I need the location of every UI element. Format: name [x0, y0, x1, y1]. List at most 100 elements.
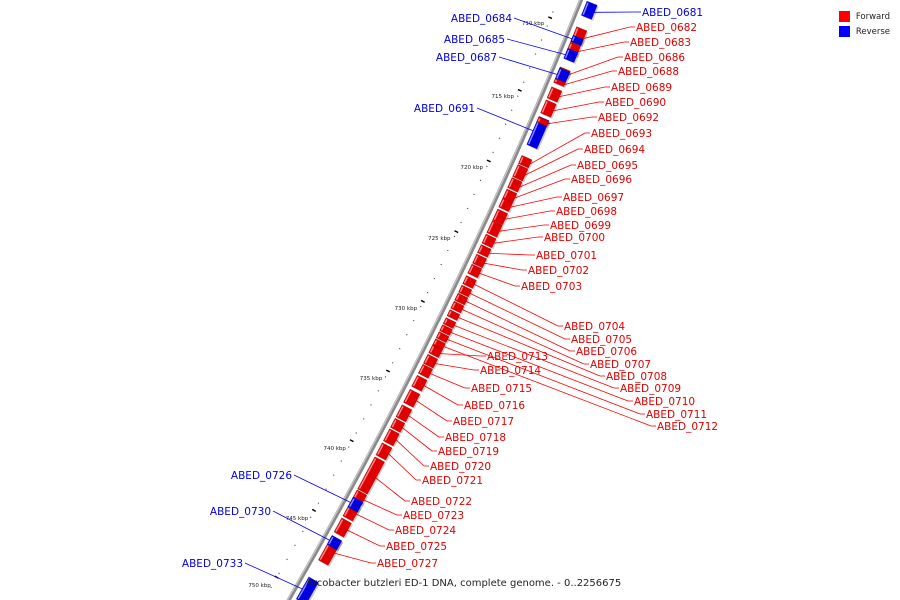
- minor-tick: [370, 404, 372, 406]
- gene-forward: [486, 220, 503, 238]
- label-leader: [530, 132, 586, 165]
- gene-forward: [375, 442, 393, 461]
- gene-label: ABED_0708: [606, 371, 667, 383]
- gene-highlight: [433, 340, 438, 345]
- gene-label: ABED_0710: [634, 396, 695, 408]
- gene-highlight: [384, 430, 392, 441]
- gene-highlight: [404, 390, 412, 403]
- gene-highlight: [349, 498, 355, 507]
- gene-label: ABED_0727: [377, 558, 438, 570]
- gene-highlight: [554, 79, 557, 83]
- tick-label: 710 kbp: [522, 21, 545, 27]
- leader-layer: [244, 11, 656, 594]
- minor-tick: [412, 319, 415, 322]
- label-leader: [505, 210, 551, 220]
- label-leader: [466, 301, 571, 352]
- minor-tick: [419, 305, 422, 308]
- minor-tick: [377, 390, 379, 392]
- gene-label: ABED_0696: [571, 174, 632, 186]
- legend-swatch-reverse: [838, 26, 850, 37]
- tick-label: 720 kbp: [461, 165, 484, 171]
- gene-highlight: [582, 2, 589, 16]
- gene-highlight: [328, 536, 334, 545]
- minor-tick: [278, 572, 280, 575]
- gene-highlight: [397, 406, 404, 417]
- label-leader: [454, 325, 615, 389]
- tick-label: 740 kbp: [324, 446, 347, 452]
- gene-highlight: [519, 156, 524, 164]
- label-leader: [244, 562, 313, 594]
- label-leader: [443, 346, 652, 427]
- gene-label: ABED_0687: [436, 52, 497, 64]
- gene-highlight: [377, 444, 384, 455]
- gene-forward: [423, 353, 438, 369]
- tick-label: 715 kbp: [492, 94, 515, 100]
- minor-tick: [384, 376, 387, 378]
- gene-label: ABED_0693: [591, 128, 652, 140]
- gene-forward: [492, 208, 508, 225]
- label-leader: [476, 107, 544, 136]
- gene-highlight: [483, 235, 488, 244]
- legend-swatch-forward: [838, 11, 850, 22]
- major-tick: [385, 369, 391, 373]
- gene-highlight: [508, 178, 514, 188]
- minor-tick: [309, 516, 312, 518]
- gene-forward: [512, 164, 529, 182]
- label-leader: [450, 332, 629, 402]
- gene-highlight: [451, 302, 456, 309]
- gene-label: ABED_0700: [544, 232, 605, 244]
- legend-label-forward: Forward: [855, 11, 890, 22]
- gene-forward: [383, 428, 400, 447]
- label-leader: [447, 339, 641, 415]
- major-tick: [548, 16, 553, 20]
- gene-forward: [507, 177, 523, 193]
- gene-label: ABED_0685: [444, 34, 505, 46]
- label-leader: [525, 148, 579, 176]
- gene-label: ABED_0719: [438, 446, 499, 458]
- gene-label: ABED_0712: [657, 421, 718, 433]
- label-leader: [583, 26, 631, 39]
- label-leader: [363, 499, 398, 516]
- gene-label: ABED_0707: [590, 359, 651, 371]
- label-leader: [578, 41, 625, 52]
- backbone-layer: [286, 0, 584, 600]
- gene-label: ABED_0686: [624, 52, 685, 64]
- gene-forward: [333, 517, 352, 538]
- gene-forward: [411, 374, 428, 392]
- gene-highlight: [556, 69, 562, 79]
- label-leader: [430, 373, 466, 389]
- gene-label: ABED_0723: [403, 510, 464, 522]
- label-leader: [272, 510, 340, 546]
- major-tick: [311, 508, 317, 512]
- gene-highlight: [459, 286, 464, 293]
- label-leader: [416, 400, 448, 422]
- gene-label: ABED_0697: [563, 192, 624, 204]
- gene-highlight: [335, 519, 344, 532]
- gene-highlight: [513, 165, 520, 177]
- major-tick: [517, 88, 522, 92]
- label-leader: [484, 262, 523, 271]
- gene-label: ABED_0713: [487, 351, 548, 363]
- gene-forward: [395, 404, 413, 423]
- gene-highlight: [548, 88, 554, 98]
- gene-highlight: [478, 245, 483, 253]
- gene-label: ABED_0704: [564, 321, 625, 333]
- gene-highlight: [463, 276, 469, 284]
- gene-label: ABED_0683: [630, 37, 691, 49]
- gene-highlight: [424, 355, 430, 364]
- gene-label: ABED_0714: [480, 365, 541, 377]
- gene-label: ABED_0681: [642, 7, 703, 19]
- minor-tick: [460, 221, 462, 224]
- gene-layer: [295, 0, 599, 600]
- gene-label: ABED_0703: [521, 281, 582, 293]
- gene-highlight: [537, 118, 541, 122]
- gene-label: ABED_0702: [528, 265, 589, 277]
- gene-highlight: [455, 294, 460, 301]
- gene-highlight: [440, 325, 445, 331]
- gene-forward: [390, 418, 406, 433]
- gene-label: ABED_0730: [210, 506, 271, 518]
- minor-tick: [362, 418, 365, 420]
- label-leader: [506, 38, 577, 58]
- minor-tick: [398, 348, 401, 350]
